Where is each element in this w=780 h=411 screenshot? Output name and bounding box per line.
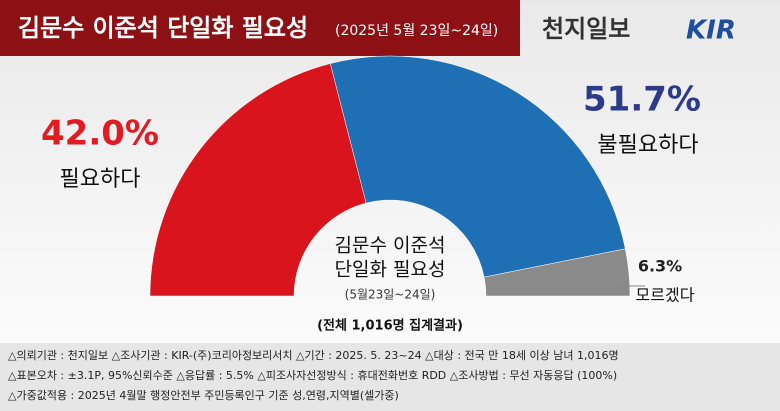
center-subtitle: (5월23일~24일) — [345, 288, 436, 302]
total-note: (전체 1,016명 집계결과) — [317, 318, 463, 334]
value-label: 51.7% — [583, 80, 701, 120]
value-label: 42.0% — [41, 114, 159, 154]
category-label: 모르겠다 — [636, 286, 695, 305]
note: △가중값적용 : 2025년 4월말 행정안전부 주민등록인구 기준 성,연령,… — [8, 389, 399, 402]
slice — [149, 63, 367, 297]
logo: 천지일보 — [542, 15, 630, 43]
slice — [483, 248, 631, 297]
category-label: 불필요하다 — [597, 133, 698, 158]
category-label: 필요하다 — [60, 167, 141, 192]
chart-title: 김문수 이준석 단일화 필요성 — [18, 14, 308, 42]
center-title: 김문수 이준석 — [335, 235, 446, 257]
value-label: 6.3% — [638, 257, 682, 276]
logo-kir: KIR — [686, 16, 736, 46]
chart-subtitle: (2025년 5월 23일~24일) — [335, 23, 498, 39]
center-title: 단일화 필요성 — [335, 259, 446, 281]
note: △의뢰기관 : 천지일보 △조사기관 : KIR-(주)코리아정보리서치 △기간… — [8, 348, 619, 362]
note: △표본오차 : ±3.1P, 95%신뢰수준 △응답률 : 5.5% △피조사자… — [8, 369, 617, 382]
notes-box — [0, 343, 780, 411]
slice — [330, 55, 626, 278]
title-bar — [0, 0, 520, 56]
